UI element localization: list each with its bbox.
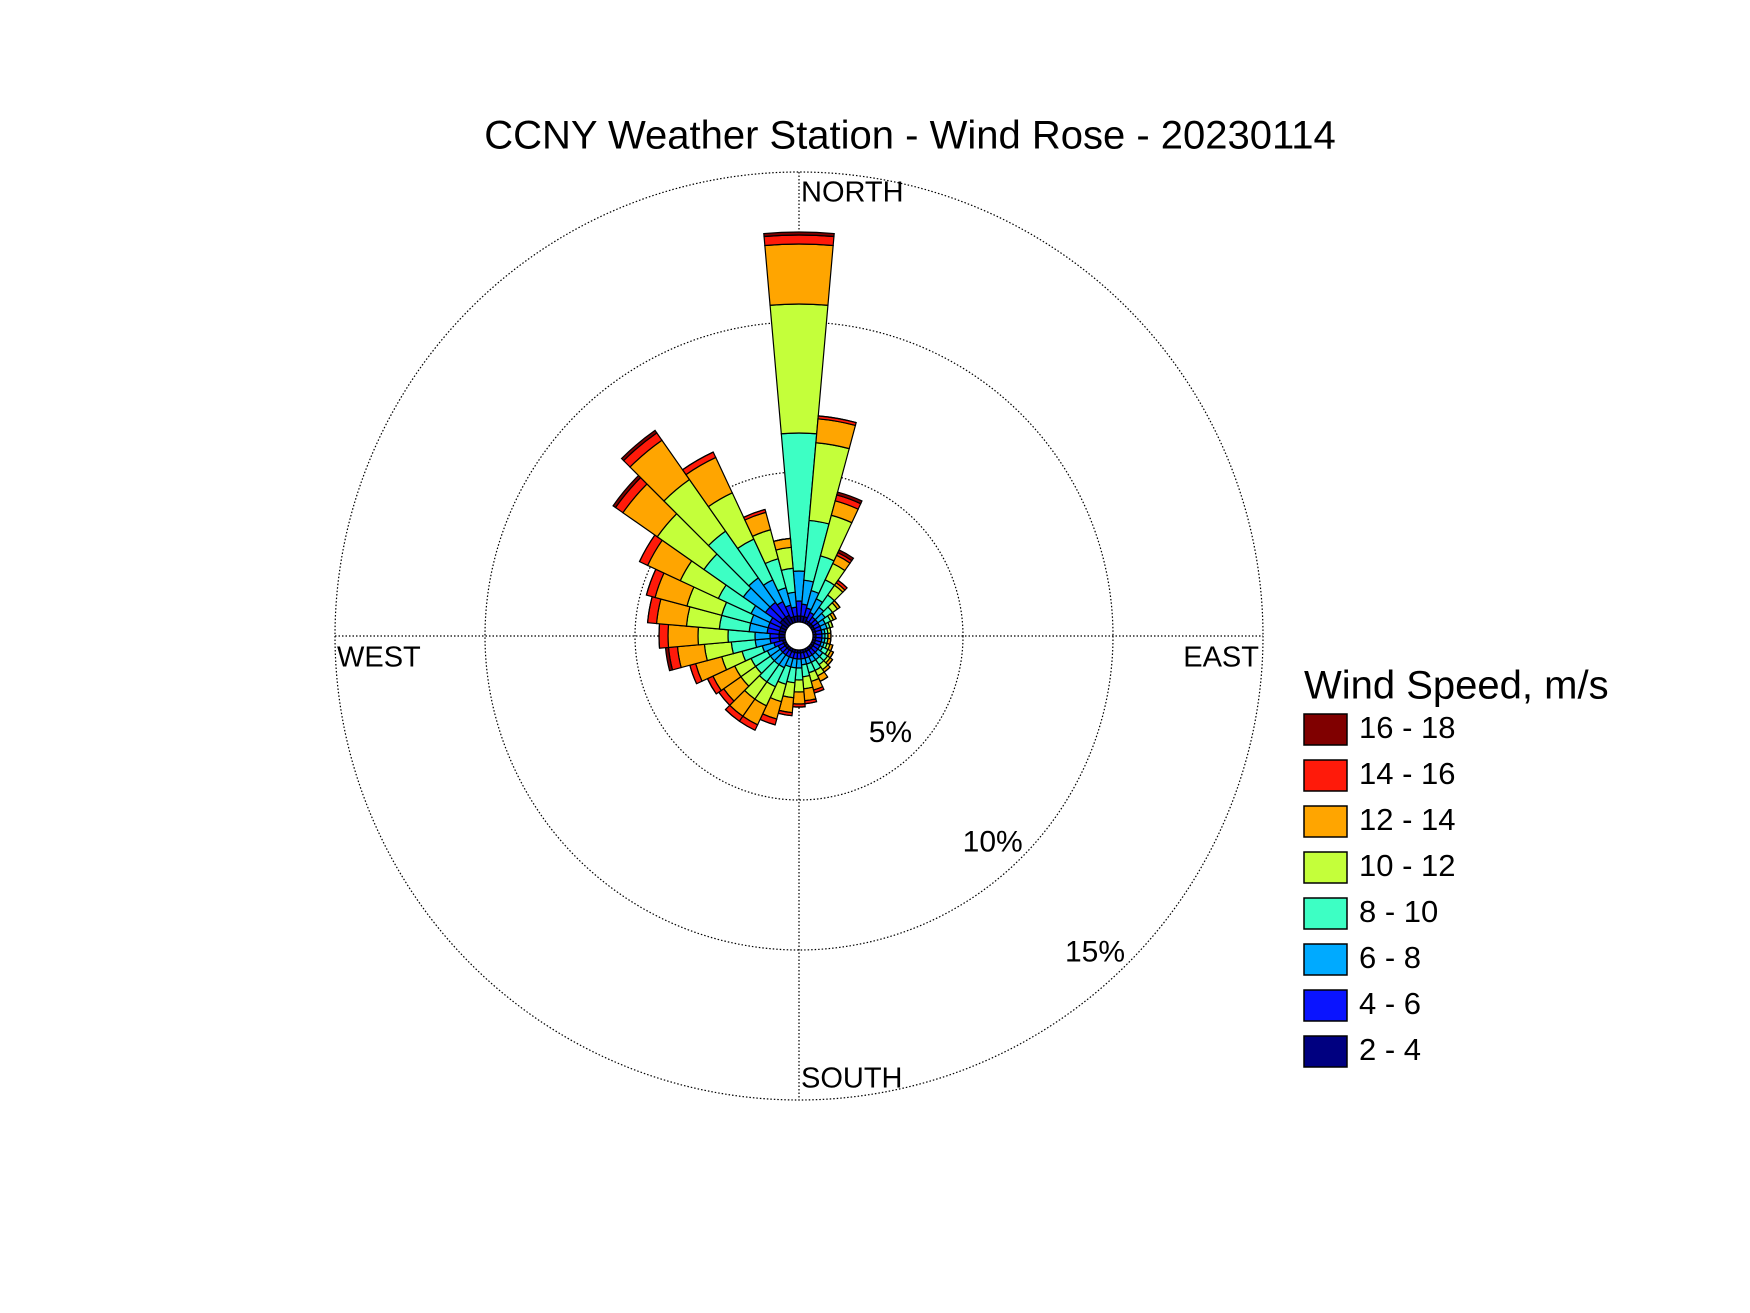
legend-swatch bbox=[1303, 1035, 1348, 1068]
wedge-segment bbox=[792, 691, 806, 705]
direction-label: WEST bbox=[337, 642, 421, 674]
wedge-segment bbox=[837, 549, 855, 562]
chart-title: CCNY Weather Station - Wind Rose - 20230… bbox=[484, 114, 1336, 158]
legend-swatch bbox=[1303, 805, 1348, 838]
wedge-segment bbox=[658, 623, 661, 649]
wedge-segment bbox=[763, 231, 835, 238]
wedge-segment bbox=[764, 243, 834, 306]
direction-label: SOUTH bbox=[801, 1063, 903, 1095]
legend-title: Wind Speed, m/s bbox=[1304, 664, 1609, 708]
legend-label: 10 - 12 bbox=[1359, 848, 1456, 883]
wedge-segment bbox=[818, 415, 857, 424]
legend-swatch bbox=[1303, 851, 1348, 884]
wedge-segment bbox=[763, 234, 835, 247]
center-hole bbox=[784, 621, 814, 651]
direction-label: NORTH bbox=[801, 177, 904, 209]
wedge-segment bbox=[830, 620, 834, 628]
r-tick-label: 15% bbox=[1065, 935, 1125, 968]
direction-label: EAST bbox=[1183, 642, 1259, 674]
legend-label: 8 - 10 bbox=[1359, 894, 1438, 929]
wedge-segment bbox=[658, 623, 670, 649]
legend-label: 12 - 14 bbox=[1359, 802, 1456, 837]
legend-label: 6 - 8 bbox=[1359, 940, 1421, 975]
legend-label: 14 - 16 bbox=[1359, 756, 1456, 791]
wedge-segment bbox=[725, 709, 740, 722]
r-tick-label: 5% bbox=[869, 716, 912, 749]
wedge-segment bbox=[837, 579, 848, 589]
wedge-segment bbox=[836, 491, 863, 505]
wedge-segment bbox=[769, 303, 829, 435]
legend-swatch bbox=[1303, 943, 1348, 976]
legend-swatch bbox=[1303, 897, 1348, 930]
legend-swatch bbox=[1303, 759, 1348, 792]
wedge-segment bbox=[620, 429, 658, 462]
legend-swatch bbox=[1303, 713, 1348, 746]
legend-label: 16 - 18 bbox=[1359, 710, 1456, 745]
r-tick-label: 10% bbox=[963, 826, 1023, 859]
legend-label: 4 - 6 bbox=[1359, 986, 1421, 1021]
legend-swatch bbox=[1303, 989, 1348, 1022]
legend-label: 2 - 4 bbox=[1359, 1032, 1421, 1067]
wedge-segment bbox=[667, 623, 700, 649]
wedge-segment bbox=[682, 451, 714, 471]
